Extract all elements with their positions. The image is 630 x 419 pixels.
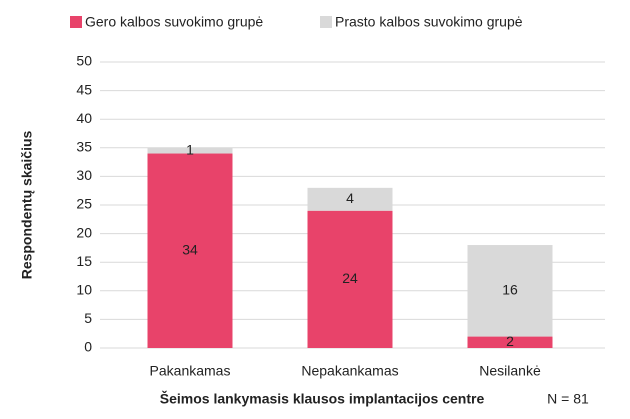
x-tick-label: Pakankamas — [150, 363, 231, 379]
y-tick-label: 5 — [84, 310, 92, 326]
data-label: 2 — [506, 333, 514, 349]
legend-label: Prasto kalbos suvokimo grupė — [335, 14, 523, 30]
y-tick-label: 25 — [76, 196, 92, 212]
data-label: 34 — [182, 241, 198, 257]
y-tick-label: 45 — [76, 81, 92, 97]
data-label: 24 — [342, 270, 358, 286]
y-tick-label: 15 — [76, 253, 92, 269]
bar-segment — [467, 336, 553, 348]
annotation: N = 81 — [547, 391, 589, 407]
x-tick-label: Nesilankė — [479, 363, 541, 379]
x-axis-label: Šeimos lankymasis klausos implantacijos … — [160, 390, 485, 407]
bar-segment — [147, 153, 233, 348]
y-tick-label: 30 — [76, 167, 92, 183]
y-tick-label: 10 — [76, 282, 92, 298]
y-tick-label: 35 — [76, 139, 92, 155]
y-tick-label: 0 — [84, 339, 92, 355]
data-label: 4 — [346, 190, 354, 206]
y-tick-label: 40 — [76, 110, 92, 126]
legend-swatch — [70, 16, 82, 28]
y-axis-label: Respondentų skaičius — [19, 130, 35, 279]
legend-swatch — [320, 16, 332, 28]
bar-segment — [307, 187, 393, 211]
bar-segment — [467, 245, 553, 337]
y-tick-label: 50 — [76, 53, 92, 69]
bar-segment — [307, 210, 393, 348]
y-tick-label: 20 — [76, 224, 92, 240]
data-label: 1 — [186, 141, 194, 157]
bar-segment — [147, 147, 233, 154]
legend-label: Gero kalbos suvokimo grupė — [85, 14, 263, 30]
x-tick-label: Nepakankamas — [301, 363, 398, 379]
data-label: 16 — [502, 282, 518, 298]
